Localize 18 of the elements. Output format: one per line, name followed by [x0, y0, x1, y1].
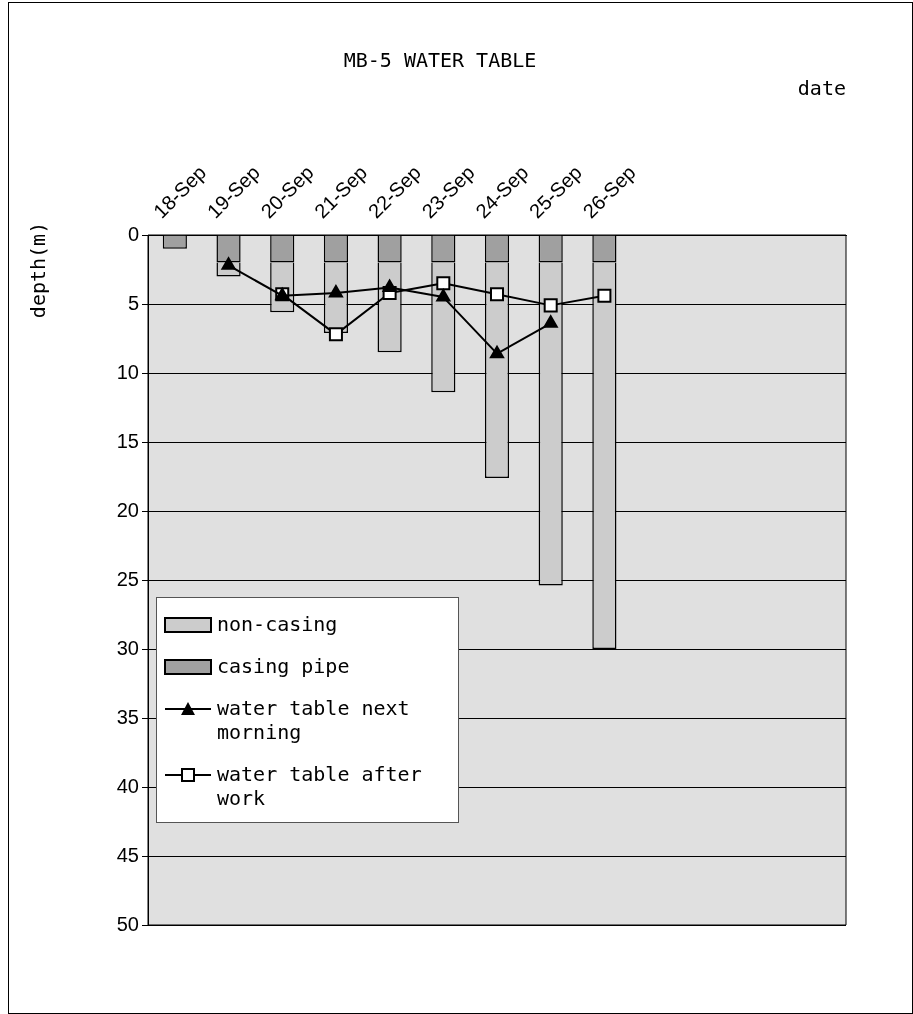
y-tick-label: 25 [116, 567, 139, 590]
y-tick-label: 35 [116, 705, 139, 728]
legend-label: water table next morning [217, 696, 411, 744]
legend-label: water table after work [217, 762, 423, 810]
y-tick-label: 10 [116, 360, 139, 383]
y-tick-label: 20 [116, 498, 139, 521]
legend-label: non-casing [217, 612, 338, 636]
y-tick-label: 30 [116, 636, 139, 659]
chart-title: MB-5 WATER TABLE [343, 48, 537, 73]
y-tick-label: 0 [127, 222, 139, 245]
y-tick-label: 5 [127, 291, 139, 314]
y-tick-label: 50 [116, 912, 139, 935]
y-tick-label: 40 [116, 774, 139, 797]
y-tick-label: 45 [116, 843, 139, 866]
y-tick-label: 15 [116, 429, 139, 452]
y-axis-title: depth(m) [26, 221, 51, 319]
legend-label: casing pipe [217, 654, 350, 678]
x-axis-title: date [797, 76, 846, 101]
